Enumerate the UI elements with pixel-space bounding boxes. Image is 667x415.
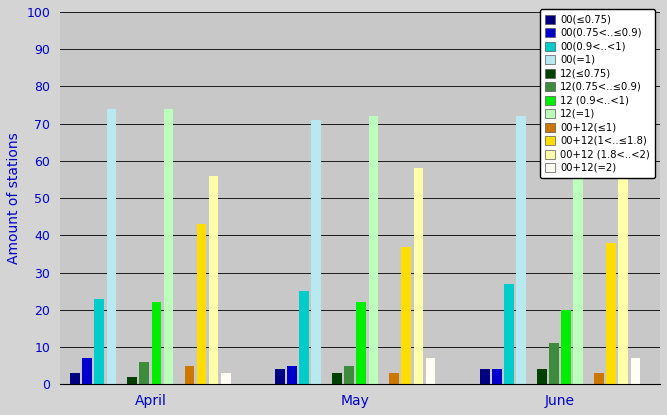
Bar xyxy=(549,343,559,384)
Bar xyxy=(70,373,80,384)
Bar xyxy=(402,247,411,384)
Legend: 00(≤0.75), 00(0.75<..≤0.9), 00(0.9<..<1), 00(=1), 12(≤0.75), 12(0.75<..≤0.9), 12: 00(≤0.75), 00(0.75<..≤0.9), 00(0.9<..<1)… xyxy=(540,10,655,178)
Bar xyxy=(107,109,116,384)
Bar xyxy=(480,369,490,384)
Bar xyxy=(197,224,206,384)
Bar xyxy=(561,310,571,384)
Bar xyxy=(618,165,628,384)
Bar xyxy=(139,362,149,384)
Bar xyxy=(516,116,526,384)
Bar xyxy=(209,176,219,384)
Bar xyxy=(332,373,342,384)
Bar xyxy=(287,366,297,384)
Bar xyxy=(275,369,285,384)
Bar xyxy=(344,366,354,384)
Bar xyxy=(574,127,583,384)
Bar xyxy=(356,303,366,384)
Bar xyxy=(492,369,502,384)
Bar xyxy=(311,120,321,384)
Bar xyxy=(606,243,616,384)
Bar xyxy=(426,358,436,384)
Bar xyxy=(630,358,640,384)
Bar xyxy=(185,366,194,384)
Bar xyxy=(504,284,514,384)
Bar xyxy=(537,369,547,384)
Bar xyxy=(95,299,104,384)
Bar xyxy=(299,291,309,384)
Bar xyxy=(127,377,137,384)
Bar xyxy=(414,168,424,384)
Bar xyxy=(369,116,378,384)
Bar xyxy=(221,373,231,384)
Bar xyxy=(151,303,161,384)
Bar xyxy=(163,109,173,384)
Bar xyxy=(594,373,604,384)
Y-axis label: Amount of stations: Amount of stations xyxy=(7,132,21,264)
Bar xyxy=(82,358,92,384)
Bar xyxy=(390,373,399,384)
